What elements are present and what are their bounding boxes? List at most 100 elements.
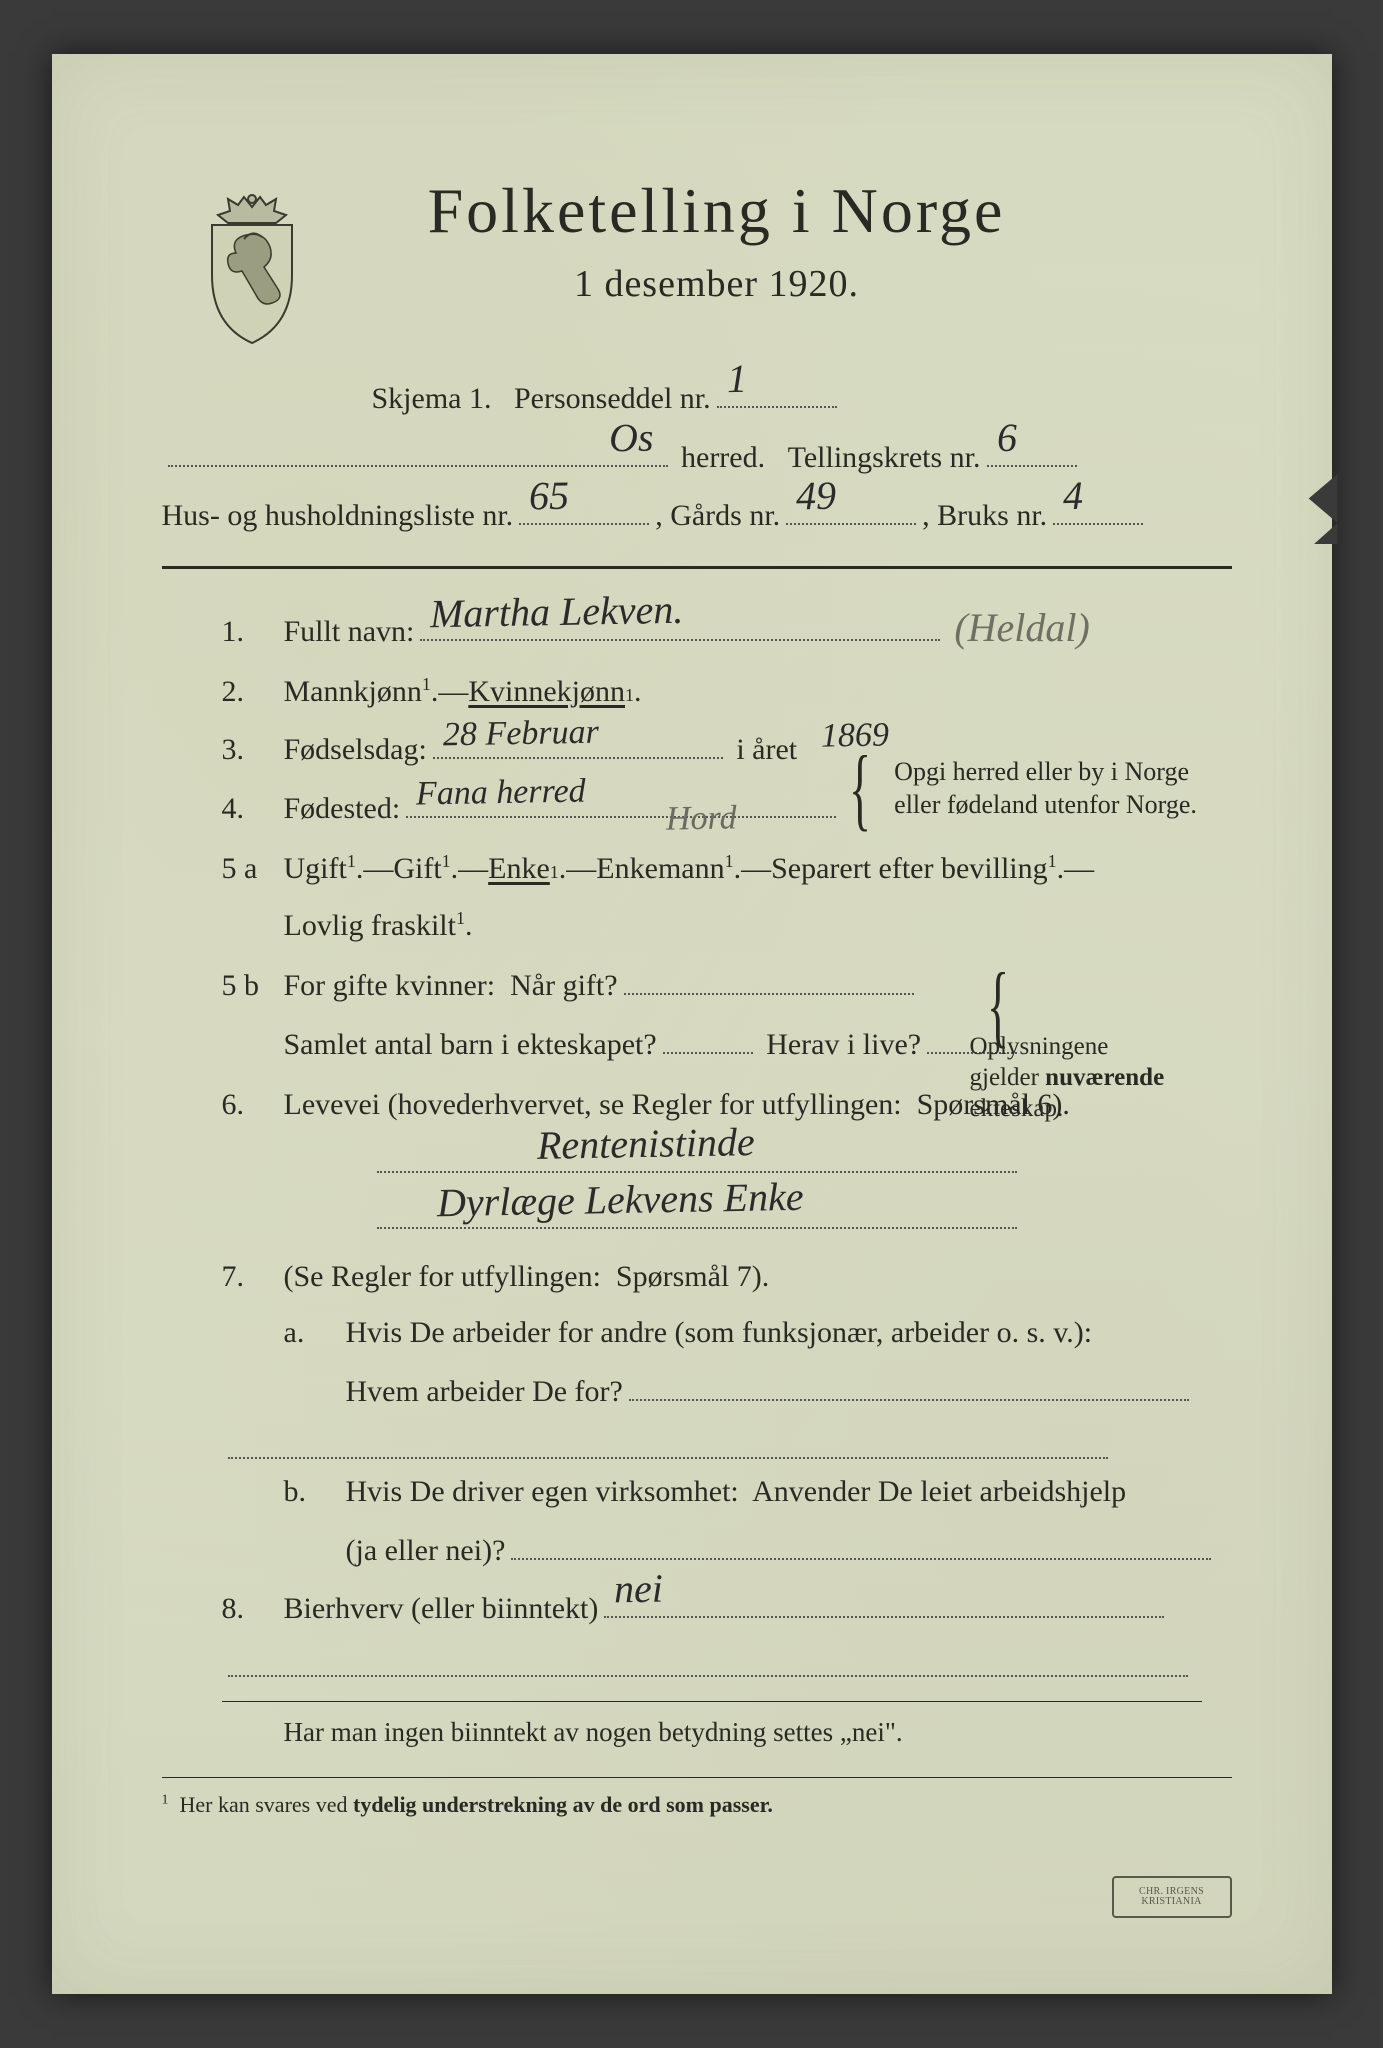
q5a-num: 5 a [222, 846, 284, 893]
q5a-opt-ugift: Ugift1. [284, 846, 364, 893]
q7-row: 7. (Se Regler for utfyllingen: Spørsmål … [222, 1254, 1232, 1301]
q1-value: Martha Lekven. [430, 578, 684, 644]
footnote-text-b: tydelig understrekning av de ord som pas… [353, 1792, 773, 1817]
footer-note: Har man ingen biinntekt av nogen betydni… [284, 1712, 903, 1754]
q1-row: 1. Fullt navn: Martha Lekven. (Heldal) [222, 597, 1232, 659]
personseddel-nr-field: 1 [717, 374, 837, 408]
q4-side-text: Opgi herred eller by i Norge eller fødel… [894, 756, 1197, 821]
q3-label-a: Fødselsdag: [284, 727, 427, 774]
q5b-label-a: For gifte kvinner: Når gift? [284, 963, 618, 1010]
q8-num: 8. [222, 1586, 284, 1633]
husliste-value: 65 [529, 465, 570, 528]
q1-field: Martha Lekven. [420, 607, 940, 641]
husliste-label: Hus- og husholdningsliste nr. [162, 493, 514, 540]
q3-year-field: 1869 [811, 725, 971, 759]
husliste-field: 65 [519, 491, 649, 525]
q5b-side-note: { Oplysningene gjelder nuværende ekteska… [970, 980, 1220, 1124]
q8-row: 8. Bierhverv (eller biinntekt) nei [222, 1584, 1232, 1633]
q7b-line2: (ja eller nei)? [346, 1528, 506, 1575]
q1-label: Fullt navn: [284, 609, 415, 656]
q2-row: 2. Mannkjønn1. — Kvinnekjønn1. [222, 669, 1232, 716]
gards-field: 49 [786, 491, 916, 525]
skjema-label: Skjema 1. [372, 376, 492, 423]
q5a-row: 5 a Ugift1. — Gift1. — Enke1. — Enkemann… [222, 846, 1232, 893]
q5b-num: 5 b [222, 963, 284, 1010]
herred-value: Os [609, 406, 655, 469]
census-form-page: Folketelling i Norge 1 desember 1920. Sk… [52, 54, 1332, 1994]
q8-label: Bierhverv (eller biinntekt) [284, 1586, 599, 1633]
q5b-gift-field [624, 961, 914, 995]
q6-value-line2: Dyrlæge Lekvens Enke [162, 1195, 1232, 1244]
q7b-field [511, 1526, 1211, 1560]
q4-num: 4. [222, 786, 284, 833]
printer-stamp: CHR. IRGENS KRISTIANIA [1112, 1876, 1232, 1918]
divider-thin [222, 1701, 1202, 1702]
q4-side-note: { Opgi herred eller by i Norge eller fød… [832, 756, 1224, 821]
tellingskrets-field: 6 [987, 433, 1077, 467]
q1-paren: (Heldal) [954, 597, 1090, 659]
footnote-row: 1 Her kan svares ved tydelig understrekn… [162, 1788, 1232, 1822]
q7a-row1: a. Hvis De arbeider for andre (som funks… [222, 1310, 1232, 1357]
q7a-row3 [222, 1425, 1232, 1459]
q8-field: nei [604, 1584, 1164, 1618]
q4-field: Fana herred Hord [406, 784, 836, 818]
q5a-opt-enkemann: Enkemann1. [596, 846, 741, 893]
tellingskrets-value: 6 [996, 406, 1017, 468]
gards-value: 49 [796, 465, 837, 528]
q4-label: Fødested: [284, 786, 401, 833]
q5a-opt-fraskilt: Lovlig fraskilt1. [284, 903, 473, 950]
brace-icon: { [987, 980, 1009, 1031]
q7-label: (Se Regler for utfyllingen: Spørsmål 7). [284, 1254, 770, 1301]
q3-day-field: 28 Februar [433, 725, 723, 759]
q6-num: 6. [222, 1082, 284, 1129]
q2-opt-mann: Mannkjønn1. [284, 669, 439, 716]
title-block: Folketelling i Norge 1 desember 1920. [202, 174, 1232, 306]
q7-num: 7. [222, 1254, 284, 1301]
q3-label-b: i året [729, 727, 805, 774]
q5a-opt-enke: Enke [488, 846, 550, 893]
footnote-text-a: Her kan svares ved [180, 1792, 354, 1817]
q2-num: 2. [222, 669, 284, 716]
page-subtitle: 1 desember 1920. [202, 262, 1232, 306]
coat-of-arms-icon [192, 189, 312, 349]
meta-row-1: Skjema 1. Personseddel nr. 1 [372, 374, 1232, 423]
q4-pencil-note: Hord [666, 792, 737, 846]
meta-row-3: Hus- og husholdningsliste nr. 65 , Gårds… [162, 491, 1232, 540]
bruks-label: , Bruks nr. [922, 493, 1047, 540]
q3-num: 3. [222, 727, 284, 774]
q3-day-value: 28 Februar [442, 707, 599, 762]
q8-row2 [222, 1643, 1232, 1677]
q7b-row1: b. Hvis De driver egen virksomhet: Anven… [222, 1469, 1232, 1516]
q7a-line2: Hvem arbeider De for? [346, 1369, 623, 1416]
bruks-field: 4 [1053, 491, 1143, 525]
q7b-line1: Hvis De driver egen virksomhet: Anvender… [346, 1469, 1127, 1516]
footer-note-row: Har man ingen biinntekt av nogen betydni… [222, 1712, 1232, 1754]
brace-icon: { [849, 763, 871, 814]
q5a-row2: Lovlig fraskilt1. [222, 903, 1232, 950]
gards-label: , Gårds nr. [655, 493, 780, 540]
q7a-num: a. [284, 1310, 346, 1357]
personseddel-nr-value: 1 [726, 348, 747, 410]
q7a-field2 [228, 1425, 1108, 1459]
q8-field2 [228, 1643, 1188, 1677]
personseddel-label: Personseddel nr. [492, 376, 711, 423]
divider-thin-2 [162, 1777, 1232, 1778]
herred-field: Os [168, 433, 668, 467]
stamp-line2: KRISTIANIA [1141, 1897, 1201, 1908]
q5b-label-b: Samlet antal barn i ekteskapet? [284, 1022, 657, 1069]
form-body: Skjema 1. Personseddel nr. 1 Os herred. … [162, 374, 1232, 1822]
q4-value: Fana herred [416, 765, 587, 821]
q5b-barn-field [663, 1020, 753, 1054]
q7a-field [629, 1367, 1189, 1401]
q5a-opt-separert: Separert efter bevilling1. [771, 846, 1064, 893]
q7a-row2: Hvem arbeider De for? [222, 1367, 1232, 1416]
q5a-opt-gift: Gift1. [393, 846, 458, 893]
divider-heavy [162, 566, 1232, 569]
herred-label: herred. [674, 435, 788, 482]
page-title: Folketelling i Norge [202, 174, 1232, 248]
footnote-sup: 1 [162, 1793, 169, 1808]
q7a-line1: Hvis De arbeider for andre (som funksjon… [346, 1310, 1093, 1357]
q7b-row2: (ja eller nei)? [222, 1526, 1232, 1575]
q5b-label-c: Herav i live? [759, 1022, 921, 1069]
q8-value: nei [614, 1558, 664, 1621]
